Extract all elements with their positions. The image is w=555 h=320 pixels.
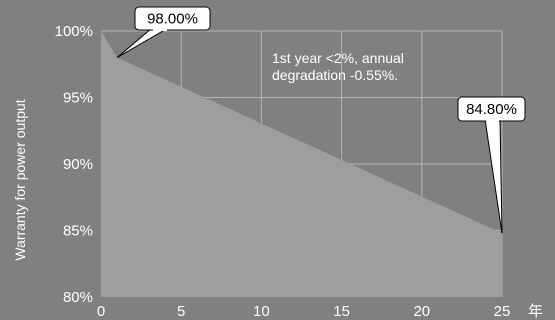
- warranty-area: [101, 31, 502, 297]
- callout-seam: [153, 28, 167, 31]
- callout-layer: 98.00% 84.80%: [116, 6, 526, 234]
- y-tick-label: 95%: [63, 90, 93, 107]
- y-tick-label: 100%: [55, 23, 93, 40]
- y-tick-label: 80%: [63, 289, 93, 306]
- x-tick-label: 15: [333, 303, 350, 320]
- callout-box: [134, 6, 211, 31]
- x-tick-label: 0: [97, 303, 105, 320]
- x-tick-label: 20: [413, 303, 430, 320]
- y-axis-label: Warranty for power output: [12, 99, 28, 260]
- x-tick-label: 5: [177, 303, 185, 320]
- callout-0: 98.00%: [116, 6, 211, 59]
- x-tick-label: 25: [494, 303, 511, 320]
- callout-label: 98.00%: [147, 11, 198, 28]
- callout-label: 84.80%: [466, 101, 517, 118]
- annotation-line-2: degradation -0.55%.: [272, 67, 398, 83]
- y-tick-label: 85%: [63, 223, 93, 240]
- annotation-line-1: 1st year <2%, annual: [272, 50, 404, 66]
- x-axis-unit: 年: [528, 303, 543, 320]
- tick-layer: 0 5 10 15 20 25 80% 85% 90% 95% 100%: [55, 23, 511, 320]
- x-tick-label: 10: [253, 303, 270, 320]
- callout-pointer: [484, 118, 503, 234]
- y-tick-label: 90%: [63, 156, 93, 173]
- callout-seam: [486, 119, 499, 122]
- callout-1: 84.80%: [457, 96, 526, 234]
- callout-pointer: [116, 27, 170, 59]
